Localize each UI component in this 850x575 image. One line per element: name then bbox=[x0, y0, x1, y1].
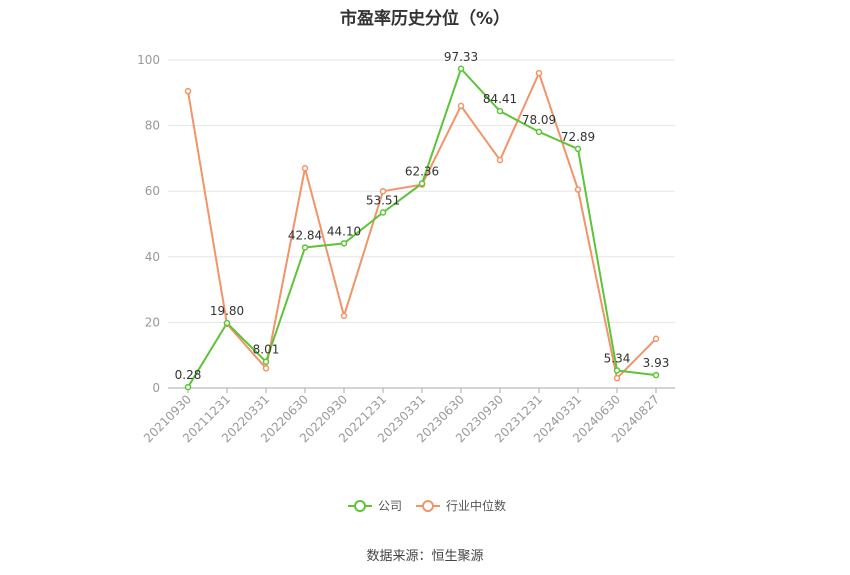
series-line-1 bbox=[187, 70, 657, 381]
data-point bbox=[262, 358, 270, 365]
data-point bbox=[262, 365, 270, 372]
data-label: 42.84 bbox=[288, 228, 322, 242]
data-point bbox=[496, 107, 504, 115]
source-label: 数据来源： bbox=[366, 549, 432, 564]
data-point bbox=[535, 128, 543, 136]
data-point bbox=[184, 383, 192, 391]
data-point bbox=[574, 145, 582, 153]
legend: 公司 行业中位数 bbox=[348, 498, 506, 513]
data-point bbox=[652, 371, 660, 379]
chart-title: 市盈率历史分位（%） bbox=[339, 9, 511, 29]
y-tick-label: 100 bbox=[137, 53, 160, 67]
data-point bbox=[613, 367, 621, 374]
series-lines bbox=[187, 66, 657, 388]
data-label: 72.89 bbox=[561, 130, 595, 144]
legend-marker bbox=[354, 500, 366, 512]
data-label: 19.80 bbox=[210, 304, 244, 318]
data-point bbox=[496, 156, 504, 164]
y-tick-label: 40 bbox=[145, 250, 160, 264]
legend-item-1[interactable]: 行业中位数 bbox=[416, 498, 506, 513]
legend-label: 公司 bbox=[378, 499, 402, 513]
data-label: 44.10 bbox=[327, 224, 361, 238]
y-tick-label: 60 bbox=[145, 184, 160, 198]
source-name: 恒生聚源 bbox=[431, 549, 484, 564]
y-axis-ticks: 0 20 40 60 80 100 bbox=[137, 53, 160, 395]
series-points bbox=[184, 65, 660, 391]
y-tick-label: 20 bbox=[145, 315, 160, 329]
data-point bbox=[418, 180, 426, 187]
data-point bbox=[613, 374, 621, 382]
y-tick-label: 80 bbox=[145, 119, 160, 133]
data-point bbox=[340, 312, 348, 320]
data-point bbox=[184, 87, 192, 95]
legend-marker bbox=[422, 500, 434, 512]
data-label: 5.34 bbox=[604, 351, 631, 365]
data-point bbox=[340, 240, 348, 247]
data-point bbox=[535, 69, 543, 77]
grid-lines bbox=[168, 59, 675, 323]
data-point bbox=[301, 244, 309, 251]
y-tick-label: 0 bbox=[152, 381, 160, 395]
data-labels: 0.28 19.80 8.01 42.84 44.10 53.51 62.36 97.33 84… bbox=[175, 50, 670, 382]
data-label: 84.41 bbox=[483, 92, 517, 106]
data-label: 3.93 bbox=[643, 356, 670, 370]
legend-label: 行业中位数 bbox=[446, 498, 506, 513]
data-point bbox=[379, 209, 387, 216]
x-axis: 2021093020211231202203312022063020220930… bbox=[141, 387, 675, 445]
data-point bbox=[457, 102, 465, 110]
data-label: 53.51 bbox=[366, 193, 400, 207]
data-point bbox=[652, 335, 660, 343]
data-point bbox=[223, 319, 231, 327]
data-point bbox=[574, 186, 582, 193]
data-label: 8.01 bbox=[253, 343, 280, 357]
data-label: 62.36 bbox=[405, 164, 439, 178]
legend-item-0[interactable]: 公司 bbox=[348, 499, 402, 513]
data-point bbox=[301, 164, 309, 172]
data-point bbox=[379, 187, 387, 195]
source-note: 数据来源：恒生聚源 bbox=[0, 545, 850, 564]
data-label: 0.28 bbox=[175, 368, 202, 382]
data-label: 78.09 bbox=[522, 113, 556, 127]
data-point bbox=[457, 65, 465, 73]
data-label: 97.33 bbox=[444, 50, 478, 64]
